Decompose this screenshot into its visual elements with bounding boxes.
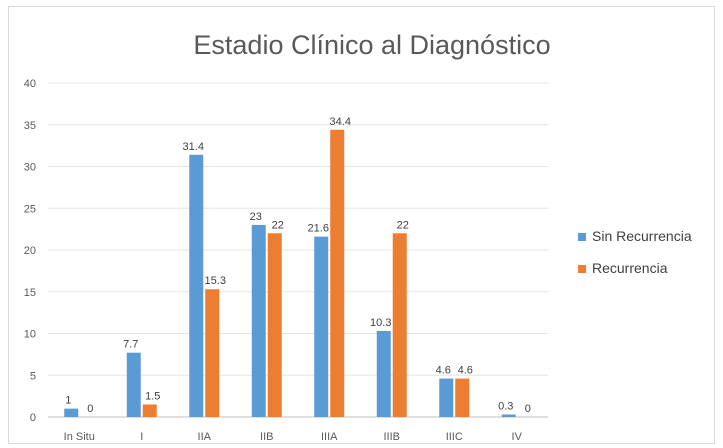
y-axis-ticks: 0 5 10 15 20 25 30 35 40 [24, 78, 36, 424]
bar-recurrencia [455, 378, 470, 417]
x-tick-label: In Situ [64, 431, 95, 443]
bar-recurrencia [267, 233, 282, 417]
chart-title: Estadio Clínico al Diagnóstico [193, 30, 550, 60]
x-axis-ticks: In Situ I IIA IIB IIIA IIIB IIIC IV [64, 431, 523, 443]
legend-swatch [578, 233, 586, 241]
bar-sin-recurrencia [314, 236, 329, 417]
data-label: 10.3 [370, 317, 391, 329]
data-label: 4.6 [436, 365, 451, 377]
gridlines [48, 82, 548, 418]
bar-sin-recurrencia [439, 378, 454, 417]
y-tick-label: 20 [24, 245, 36, 257]
y-tick-label: 35 [24, 120, 36, 132]
legend-label: Sin Recurrencia [592, 228, 692, 244]
y-tick-label: 5 [30, 370, 36, 382]
x-tick-label: IIIA [321, 431, 338, 443]
data-labels: 1 0 7.7 1.5 31.4 15.3 23 22 21.6 34.4 10.3 22 4.6 4.6… [65, 116, 531, 415]
bar-recurrencia [330, 129, 345, 417]
legend-label: Recurrencia [592, 260, 668, 276]
y-tick-label: 15 [24, 287, 36, 299]
x-tick-label: IIIC [446, 431, 463, 443]
data-label: 7.7 [123, 339, 138, 351]
bar-recurrencia [142, 404, 157, 417]
bar-sin-recurrencia [251, 224, 266, 417]
data-label: 34.4 [330, 116, 351, 128]
data-label: 15.3 [205, 275, 226, 287]
bar-recurrencia [392, 233, 407, 417]
bar-sin-recurrencia [189, 154, 204, 417]
y-tick-label: 40 [24, 78, 36, 90]
data-label: 1 [65, 395, 71, 407]
legend: Sin Recurrencia Recurrencia [578, 228, 692, 276]
data-label: 0.3 [498, 400, 513, 412]
bar-sin-recurrencia [126, 352, 141, 417]
bar-sin-recurrencia [376, 330, 391, 417]
data-label: 22 [397, 219, 409, 231]
data-label: 4.6 [458, 365, 473, 377]
y-tick-label: 0 [30, 412, 36, 424]
data-label: 1.5 [145, 390, 160, 402]
legend-swatch [578, 265, 586, 273]
data-label: 23 [250, 211, 262, 223]
x-tick-label: IIB [260, 431, 273, 443]
data-label: 22 [272, 219, 284, 231]
y-tick-label: 10 [24, 329, 36, 341]
bar-sin-recurrencia [64, 408, 79, 417]
bar-sin-recurrencia [501, 414, 516, 417]
data-label: 0 [525, 403, 531, 415]
bar-recurrencia [205, 289, 220, 417]
x-tick-label: IV [512, 431, 523, 443]
x-tick-label: IIA [198, 431, 212, 443]
y-tick-label: 25 [24, 203, 36, 215]
data-label: 21.6 [308, 223, 329, 235]
x-tick-label: IIIB [383, 431, 400, 443]
x-tick-label: I [140, 431, 143, 443]
y-tick-label: 30 [24, 162, 36, 174]
chart-frame [8, 6, 715, 444]
data-label: 0 [87, 403, 93, 415]
bars [64, 129, 516, 417]
data-label: 31.4 [183, 141, 204, 153]
